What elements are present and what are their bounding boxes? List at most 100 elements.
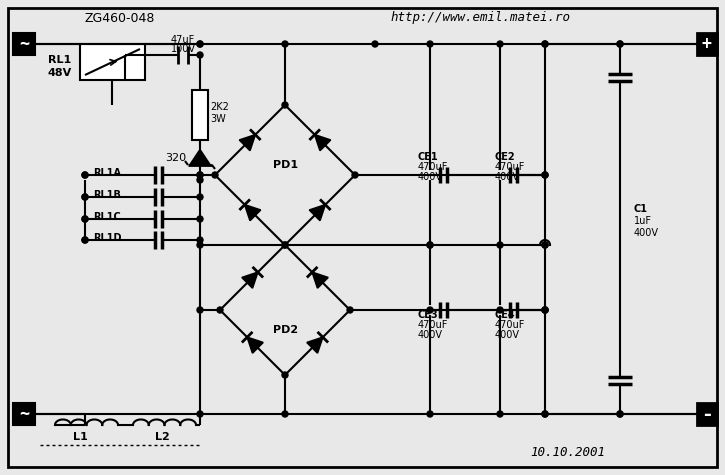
Circle shape	[542, 41, 548, 47]
Circle shape	[427, 307, 433, 313]
Text: 48V: 48V	[48, 68, 72, 78]
Circle shape	[282, 102, 288, 108]
Circle shape	[197, 177, 203, 183]
Polygon shape	[245, 205, 260, 220]
Text: 400V: 400V	[495, 330, 520, 340]
Text: RL1: RL1	[48, 55, 71, 65]
Circle shape	[542, 411, 548, 417]
Circle shape	[542, 172, 548, 178]
Circle shape	[197, 172, 203, 178]
Circle shape	[427, 411, 433, 417]
Circle shape	[197, 216, 203, 222]
Circle shape	[542, 411, 548, 417]
Circle shape	[197, 194, 203, 200]
Text: RL1A: RL1A	[93, 168, 121, 178]
Bar	[697, 33, 717, 55]
Circle shape	[352, 172, 358, 178]
Circle shape	[82, 172, 88, 178]
Text: 400V: 400V	[634, 228, 659, 238]
Text: 470uF: 470uF	[495, 320, 526, 330]
Text: CE3: CE3	[418, 310, 439, 320]
Text: PD2: PD2	[273, 325, 298, 335]
Circle shape	[197, 41, 203, 47]
Circle shape	[82, 216, 88, 222]
Circle shape	[282, 372, 288, 378]
Circle shape	[197, 242, 203, 248]
Polygon shape	[312, 272, 328, 288]
Circle shape	[82, 194, 88, 200]
Text: PD1: PD1	[273, 160, 298, 170]
Text: 470uF: 470uF	[418, 162, 448, 172]
Text: L1: L1	[72, 432, 88, 442]
Polygon shape	[310, 205, 326, 220]
Polygon shape	[307, 337, 323, 353]
Text: 100V: 100V	[171, 44, 196, 54]
Text: CE4: CE4	[495, 310, 515, 320]
Text: RL1D: RL1D	[93, 233, 122, 243]
Circle shape	[197, 172, 203, 178]
Text: http://www.emil.matei.ro: http://www.emil.matei.ro	[390, 11, 570, 25]
Text: ZG460-048: ZG460-048	[85, 11, 155, 25]
Text: L2: L2	[154, 432, 170, 442]
Polygon shape	[242, 272, 258, 288]
Circle shape	[197, 52, 203, 58]
Circle shape	[542, 307, 548, 313]
Bar	[13, 403, 35, 425]
Circle shape	[372, 41, 378, 47]
Circle shape	[497, 411, 503, 417]
Circle shape	[282, 41, 288, 47]
Bar	[80, 44, 145, 80]
Circle shape	[212, 172, 218, 178]
Circle shape	[542, 172, 548, 178]
Text: RL1C: RL1C	[93, 212, 121, 222]
Circle shape	[82, 237, 88, 243]
Text: 400V: 400V	[418, 330, 443, 340]
Circle shape	[427, 242, 433, 248]
Text: 1uF: 1uF	[634, 216, 652, 226]
Circle shape	[617, 411, 623, 417]
Circle shape	[497, 41, 503, 47]
Circle shape	[82, 216, 88, 222]
Circle shape	[82, 237, 88, 243]
Bar	[13, 33, 35, 55]
Text: 47uF: 47uF	[171, 35, 195, 45]
Circle shape	[82, 194, 88, 200]
Circle shape	[497, 307, 503, 313]
Text: +: +	[702, 35, 712, 53]
Text: 3W: 3W	[210, 114, 225, 124]
Circle shape	[497, 242, 503, 248]
Circle shape	[347, 307, 353, 313]
Circle shape	[542, 41, 548, 47]
Circle shape	[282, 242, 288, 248]
Circle shape	[542, 307, 548, 313]
Text: ~: ~	[19, 35, 29, 53]
Circle shape	[617, 41, 623, 47]
Text: -: -	[701, 405, 713, 424]
Circle shape	[542, 307, 548, 313]
Text: 470uF: 470uF	[418, 320, 448, 330]
Circle shape	[542, 242, 548, 248]
Text: 10.10.2001: 10.10.2001	[530, 446, 605, 459]
Text: 320: 320	[165, 153, 186, 163]
Text: 400V: 400V	[495, 172, 520, 182]
Circle shape	[282, 411, 288, 417]
Circle shape	[197, 307, 203, 313]
Polygon shape	[239, 135, 255, 151]
Circle shape	[617, 411, 623, 417]
Text: CE2: CE2	[495, 152, 515, 162]
Polygon shape	[190, 150, 210, 165]
Text: 470uF: 470uF	[495, 162, 526, 172]
Circle shape	[427, 41, 433, 47]
Text: C1: C1	[634, 204, 648, 214]
Bar	[192, 90, 208, 140]
Polygon shape	[247, 337, 263, 353]
Circle shape	[197, 41, 203, 47]
Circle shape	[197, 411, 203, 417]
Text: 2K2: 2K2	[210, 102, 229, 112]
Bar	[697, 403, 717, 425]
Circle shape	[217, 307, 223, 313]
Circle shape	[617, 41, 623, 47]
Circle shape	[542, 242, 548, 248]
Circle shape	[82, 172, 88, 178]
Polygon shape	[315, 135, 331, 151]
